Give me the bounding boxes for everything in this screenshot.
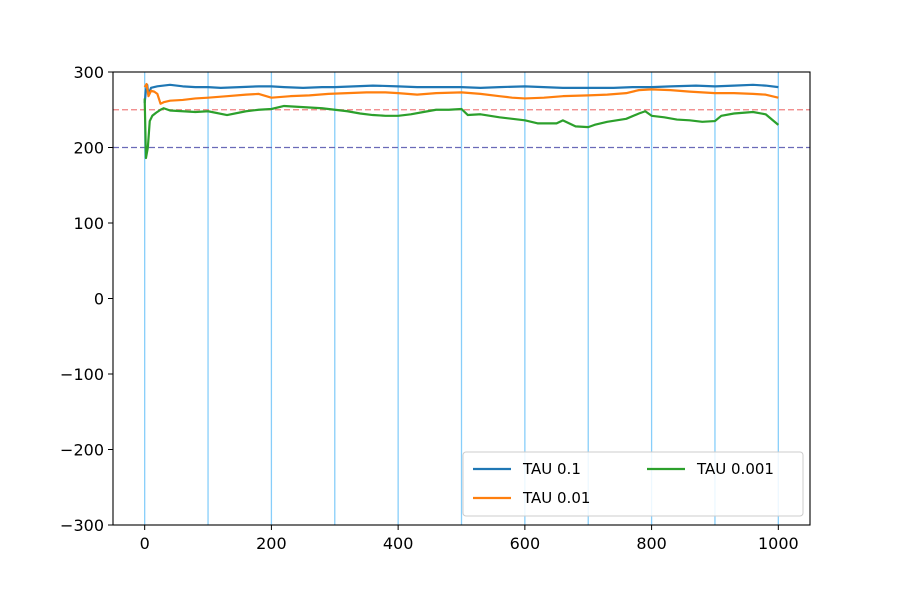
x-tick-label: 1000 [758, 534, 799, 553]
axes: 0 200 400 600 800 1000 −300 −200 −100 0 100 200 300 [60, 63, 811, 553]
plot-area [113, 72, 810, 525]
x-tick-label: 200 [256, 534, 287, 553]
legend: TAU 0.1 TAU 0.01 TAU 0.001 [462, 451, 804, 517]
series-line-1 [143, 83, 779, 104]
series-line-3 [143, 98, 780, 160]
plot-content [113, 72, 810, 525]
legend-label-1: TAU 0.1 [522, 460, 581, 478]
y-tick-label: −300 [60, 516, 104, 535]
y-tick-label: 300 [73, 63, 104, 82]
x-tick-label: 800 [636, 534, 667, 553]
legend-label-3: TAU 0.001 [696, 460, 774, 478]
y-tick-label: −100 [60, 365, 104, 384]
y-tick-label: 0 [94, 290, 104, 309]
y-tick-label: −200 [60, 441, 104, 460]
x-tick-label: 0 [140, 534, 150, 553]
series-line-2 [143, 82, 779, 105]
legend-box [462, 451, 804, 517]
x-tick-label: 600 [510, 534, 541, 553]
y-tick-label: 200 [73, 139, 104, 158]
x-tick-label: 400 [383, 534, 414, 553]
legend-label-2: TAU 0.01 [522, 489, 590, 507]
y-tick-label: 100 [73, 214, 104, 233]
